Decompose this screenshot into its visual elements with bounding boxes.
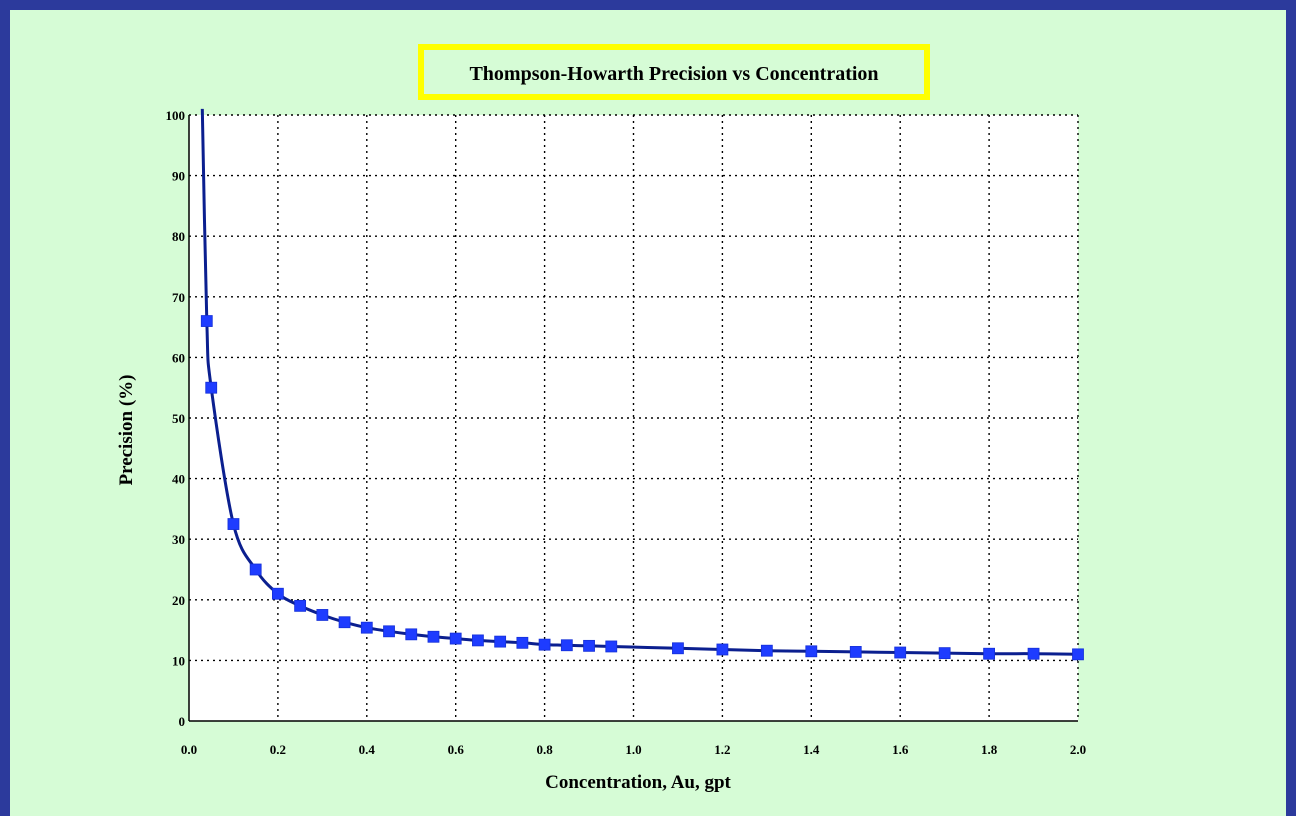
data-point [449,632,462,645]
data-point [472,634,484,647]
y-tick-label: 20 [172,593,185,608]
data-point [249,563,262,576]
x-tick-label: 0.6 [448,742,465,757]
data-point [200,315,213,327]
data-point [716,643,729,656]
y-tick-label: 40 [172,472,185,487]
x-tick-label: 1.0 [625,742,641,757]
data-point [805,645,818,658]
data-point [894,646,907,659]
chart-frame: Thompson-Howarth Precision vs Concentrat… [10,10,1286,816]
data-point [427,630,440,643]
data-point [383,625,395,638]
y-axis-title: Precision (%) [116,375,137,486]
x-tick-labels: 0.0 0.2 0.4 0.6 0.8 1.0 1.2 1.4 1.6 1.8 2.0 [181,742,1086,757]
chart: Thompson-Howarth Precision vs Concentrat… [116,44,1086,793]
data-point [316,609,329,621]
data-point [1072,648,1084,661]
axes [188,115,1078,722]
data-point [672,642,684,655]
x-tick-label: 0.0 [181,742,197,757]
x-tick-label: 0.2 [270,742,286,757]
y-tick-label: 90 [172,169,185,184]
series [200,108,1084,661]
y-tick-label: 0 [179,714,186,729]
y-tick-label: 80 [172,229,185,244]
data-point [405,628,418,641]
data-point [560,639,573,652]
data-point [938,647,951,660]
data-point [271,587,284,600]
data-point [983,647,995,660]
data-point [338,616,351,629]
y-tick-label: 50 [172,411,185,426]
x-tick-label: 0.8 [536,742,553,757]
x-axis-title: Concentration, Au, gpt [545,772,731,793]
x-tick-label: 1.8 [981,742,998,757]
y-tick-label: 10 [172,653,185,668]
x-tick-label: 1.2 [714,742,730,757]
y-tick-label: 70 [172,290,185,305]
data-point [294,599,307,612]
data-point [1027,647,1040,660]
y-tick-label: 100 [166,108,186,123]
x-tick-label: 0.4 [359,742,376,757]
data-point [360,621,373,634]
data-point [227,518,240,530]
y-tick-labels: 0 10 20 30 40 50 60 70 80 90 100 [166,108,186,729]
data-point [538,638,551,651]
chart-title: Thompson-Howarth Precision vs Concentrat… [469,63,878,85]
y-tick-label: 60 [172,350,185,365]
data-point [760,644,773,657]
x-tick-label: 1.4 [803,742,820,757]
data-point [205,381,218,394]
title-group: Thompson-Howarth Precision vs Concentrat… [418,44,930,100]
data-point [516,636,529,649]
y-tick-label: 30 [172,532,185,547]
data-point [605,640,618,653]
data-point [583,639,595,652]
x-tick-label: 1.6 [892,742,909,757]
data-point [849,646,862,658]
grid [189,114,1079,721]
title-inner [424,50,924,94]
x-tick-label: 2.0 [1070,742,1086,757]
data-point [494,635,507,648]
